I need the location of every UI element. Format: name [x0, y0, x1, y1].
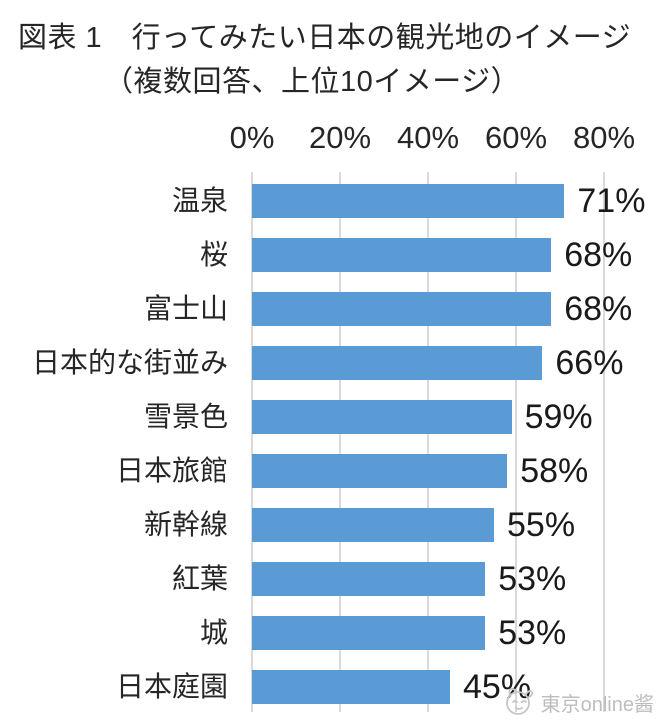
gridline [339, 172, 341, 712]
bar-row: 日本庭園 45% [0, 660, 660, 714]
bar [252, 616, 486, 650]
x-axis-tick-label: 20% [308, 120, 372, 155]
plot-area: 温泉 71% 桜 68% 富士山 68% 日本的な街並み 66% 雪景色 59% 日本旅館 58% 新幹… [0, 172, 660, 712]
value-label: 55% [507, 506, 576, 544]
x-axis-tick-label: 40% [396, 120, 460, 155]
bar-row: 日本的な街並み 66% [0, 336, 660, 390]
watermark: 東京online酱 [502, 686, 654, 718]
bar [252, 346, 543, 380]
bar-row: 日本旅館 58% [0, 444, 660, 498]
bar-row: 城 53% [0, 606, 660, 660]
value-label: 58% [520, 452, 589, 490]
bar [252, 292, 552, 326]
gridline [603, 172, 605, 712]
category-label: 紅葉 [171, 563, 228, 594]
value-label: 68% [564, 290, 633, 328]
x-axis-tick-label: 80% [572, 120, 636, 155]
bar-row: 温泉 71% [0, 174, 660, 228]
category-label: 富士山 [143, 293, 228, 324]
bar [252, 184, 565, 218]
bar [252, 238, 552, 272]
bar-row: 桜 68% [0, 228, 660, 282]
gridline [251, 172, 253, 712]
bar [252, 454, 508, 488]
value-label: 53% [498, 560, 567, 598]
category-label: 桜 [199, 239, 228, 270]
category-label: 日本旅館 [115, 455, 228, 486]
category-label: 温泉 [171, 185, 228, 216]
value-label: 59% [524, 398, 593, 436]
bar-row: 雪景色 59% [0, 390, 660, 444]
category-label: 雪景色 [143, 401, 228, 432]
x-axis-tick-label: 60% [484, 120, 548, 155]
bar-row: 紅葉 53% [0, 552, 660, 606]
value-label: 53% [498, 614, 567, 652]
bar-row: 富士山 68% [0, 282, 660, 336]
value-label: 68% [564, 236, 633, 274]
x-axis-tick-label: 0% [229, 120, 275, 155]
watermark-text: 東京online酱 [540, 693, 654, 716]
bar-rows: 温泉 71% 桜 68% 富士山 68% 日本的な街並み 66% 雪景色 59% 日本旅館 58% 新幹… [0, 174, 660, 714]
value-label: 45% [463, 668, 532, 706]
bar-row: 新幹線 55% [0, 498, 660, 552]
category-label: 城 [199, 617, 228, 648]
mascot-face-icon [505, 687, 533, 715]
category-label: 日本庭園 [115, 671, 228, 702]
value-label: 66% [555, 344, 624, 382]
value-label: 71% [577, 182, 646, 220]
bar [252, 400, 512, 434]
gridline [427, 172, 429, 712]
gridline [515, 172, 517, 712]
x-axis-labels: 0% 20% 40% 60% 80% [0, 120, 660, 160]
bar [252, 670, 450, 704]
chart-title-line2: （複数回答、上位10イメージ） [104, 66, 521, 98]
chart-title-line1: 図表 1 行ってみたい日本の観光地のイメージ [18, 22, 632, 54]
category-label: 新幹線 [143, 509, 228, 540]
bar [252, 562, 486, 596]
bar [252, 508, 494, 542]
category-label: 日本的な街並み [31, 347, 228, 378]
